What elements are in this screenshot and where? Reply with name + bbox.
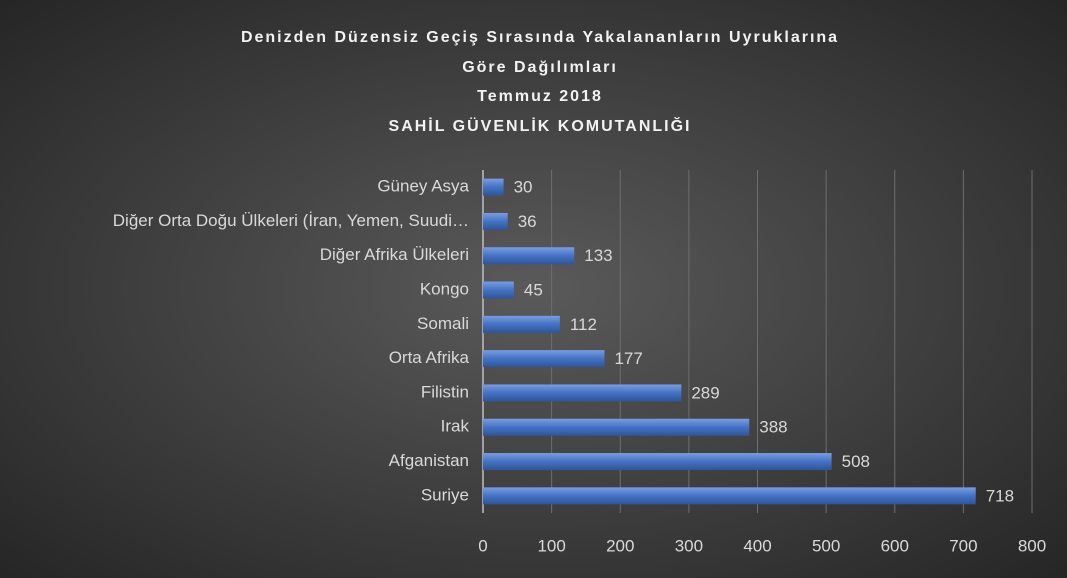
x-tick-label: 600 [881, 536, 909, 555]
y-tick-label: Afganistan [389, 451, 469, 470]
y-tick-label: Güney Asya [377, 177, 469, 196]
y-tick-label: Filistin [421, 382, 469, 401]
y-tick-label: Irak [441, 417, 470, 436]
bar [483, 418, 750, 436]
x-tick-label: 300 [675, 536, 703, 555]
bar [483, 247, 575, 265]
y-tick-label: Diğer Orta Doğu Ülkeleri (İran, Yemen, S… [113, 211, 469, 230]
chart-title: Göre Dağılımları [462, 59, 618, 76]
y-tick-label: Kongo [420, 280, 469, 299]
bar [483, 350, 605, 368]
bar [483, 178, 504, 196]
chart-subtitle: Temmuz 2018 [477, 88, 603, 105]
data-label: 133 [584, 246, 612, 265]
chart-subtitle: SAHİL GÜVENLİK KOMUTANLIĞI [389, 116, 692, 135]
data-label: 508 [842, 452, 870, 471]
y-tick-label: Orta Afrika [389, 348, 470, 367]
data-label: 45 [524, 281, 543, 300]
x-tick-label: 100 [537, 536, 565, 555]
data-label: 30 [514, 178, 533, 197]
x-tick-label: 500 [812, 536, 840, 555]
bar [483, 315, 560, 333]
x-tick-label: 400 [743, 536, 771, 555]
bar [483, 281, 514, 299]
x-tick-label: 700 [949, 536, 977, 555]
data-label: 177 [614, 349, 642, 368]
bar [483, 212, 508, 230]
data-label: 36 [518, 212, 537, 231]
data-label: 289 [691, 383, 719, 402]
x-tick-label: 800 [1018, 536, 1046, 555]
bar [483, 487, 976, 505]
x-tick-label: 200 [606, 536, 634, 555]
chart-title: Denizden Düzensiz Geçiş Sırasında Yakala… [241, 29, 839, 46]
bar [483, 384, 682, 402]
data-label: 112 [570, 315, 597, 334]
y-tick-label: Somali [417, 314, 469, 333]
data-label: 718 [986, 486, 1014, 505]
data-label: 388 [759, 418, 787, 437]
y-tick-label: Diğer Afrika Ülkeleri [320, 245, 469, 264]
y-tick-label: Suriye [421, 485, 469, 504]
x-tick-label: 0 [478, 536, 487, 555]
bar [483, 453, 832, 471]
